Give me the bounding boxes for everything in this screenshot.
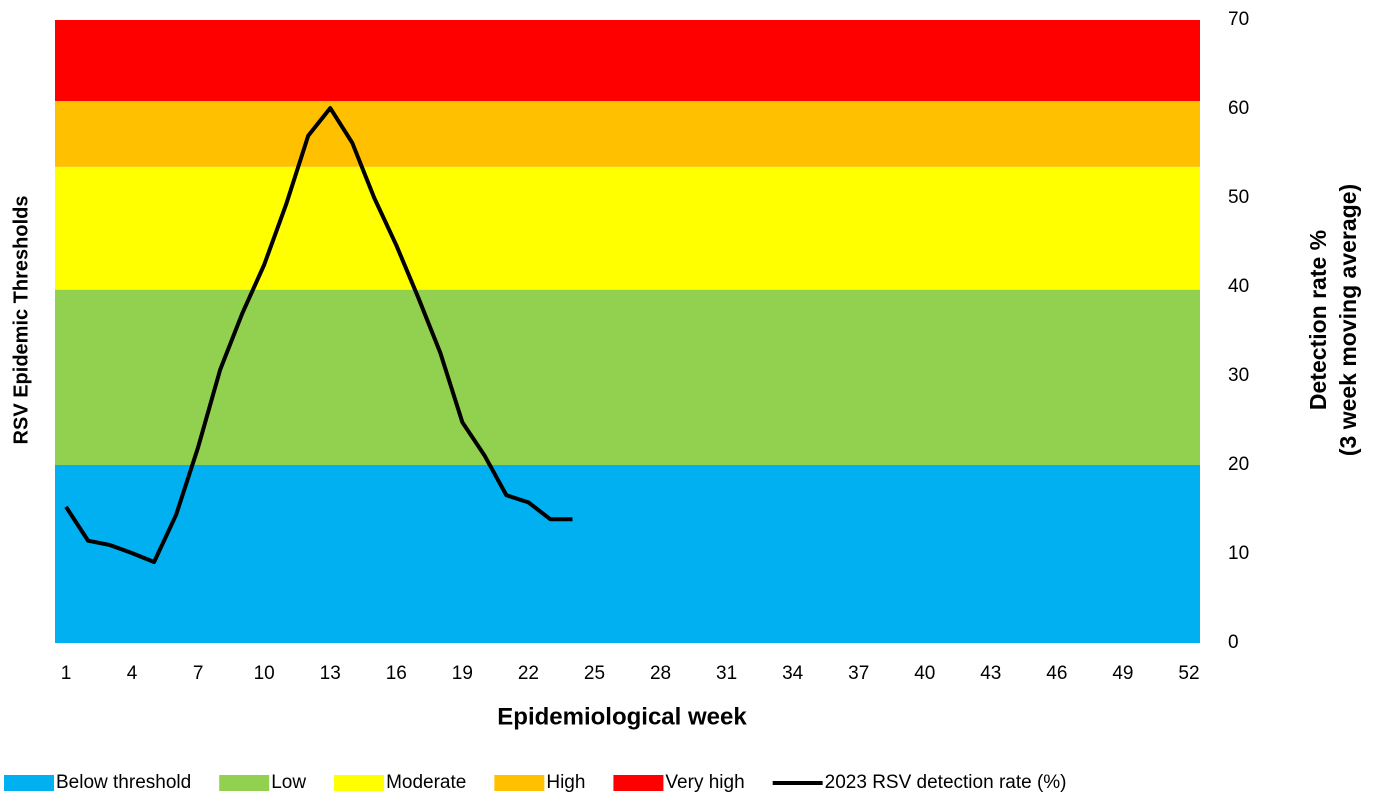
x-tick-label: 52 bbox=[1178, 663, 1199, 684]
threshold-band bbox=[55, 465, 1200, 643]
threshold-band bbox=[55, 166, 1200, 290]
x-tick-label: 25 bbox=[584, 663, 605, 684]
legend-label: High bbox=[546, 772, 585, 793]
x-tick-label: 13 bbox=[320, 663, 341, 684]
x-tick-label: 31 bbox=[716, 663, 737, 684]
x-tick-label: 49 bbox=[1112, 663, 1133, 684]
threshold-band bbox=[55, 100, 1200, 167]
y-axis-title: RSV Epidemic Thresholds bbox=[10, 196, 32, 445]
x-tick-label: 37 bbox=[848, 663, 869, 684]
legend-label: Very high bbox=[665, 772, 744, 793]
x-axis-title: Epidemiological week bbox=[497, 703, 747, 730]
y2-axis-title: (3 week moving average) bbox=[1335, 184, 1361, 456]
x-tick-label: 10 bbox=[254, 663, 275, 684]
y2-tick-label: 20 bbox=[1228, 454, 1249, 475]
x-tick-label: 22 bbox=[518, 663, 539, 684]
y2-tick-label: 10 bbox=[1228, 543, 1249, 564]
x-tick-label: 43 bbox=[980, 663, 1001, 684]
legend-label: Moderate bbox=[386, 772, 466, 793]
legend-swatch bbox=[613, 775, 664, 791]
threshold-band bbox=[55, 289, 1200, 465]
legend-label: Below threshold bbox=[56, 772, 191, 793]
x-tick-label: 7 bbox=[193, 663, 204, 684]
x-tick-label: 16 bbox=[386, 663, 407, 684]
y2-tick-label: 60 bbox=[1228, 98, 1249, 119]
y2-tick-label: 40 bbox=[1228, 276, 1249, 297]
legend-swatch bbox=[334, 775, 385, 791]
legend-label: Low bbox=[271, 772, 306, 793]
threshold-band bbox=[55, 20, 1200, 101]
x-tick-label: 46 bbox=[1046, 663, 1067, 684]
y2-tick-label: 0 bbox=[1228, 632, 1239, 653]
data-line bbox=[64, 106, 573, 565]
x-tick-label: 1 bbox=[61, 663, 72, 684]
legend-label: 2023 RSV detection rate (%) bbox=[825, 772, 1067, 793]
x-tick-label: 34 bbox=[782, 663, 804, 684]
y2-tick-label: 50 bbox=[1228, 187, 1249, 208]
legend-swatch bbox=[219, 775, 270, 791]
x-tick-label: 4 bbox=[127, 663, 138, 684]
x-tick-label: 19 bbox=[452, 663, 473, 684]
y2-axis-title: Detection rate % bbox=[1305, 230, 1331, 410]
x-tick-label: 40 bbox=[914, 663, 935, 684]
x-tick-label: 28 bbox=[650, 663, 671, 684]
y2-tick-label: 70 bbox=[1228, 9, 1249, 30]
legend-swatch bbox=[494, 775, 545, 791]
y2-tick-label: 30 bbox=[1228, 365, 1249, 386]
legend-swatch bbox=[4, 775, 54, 791]
